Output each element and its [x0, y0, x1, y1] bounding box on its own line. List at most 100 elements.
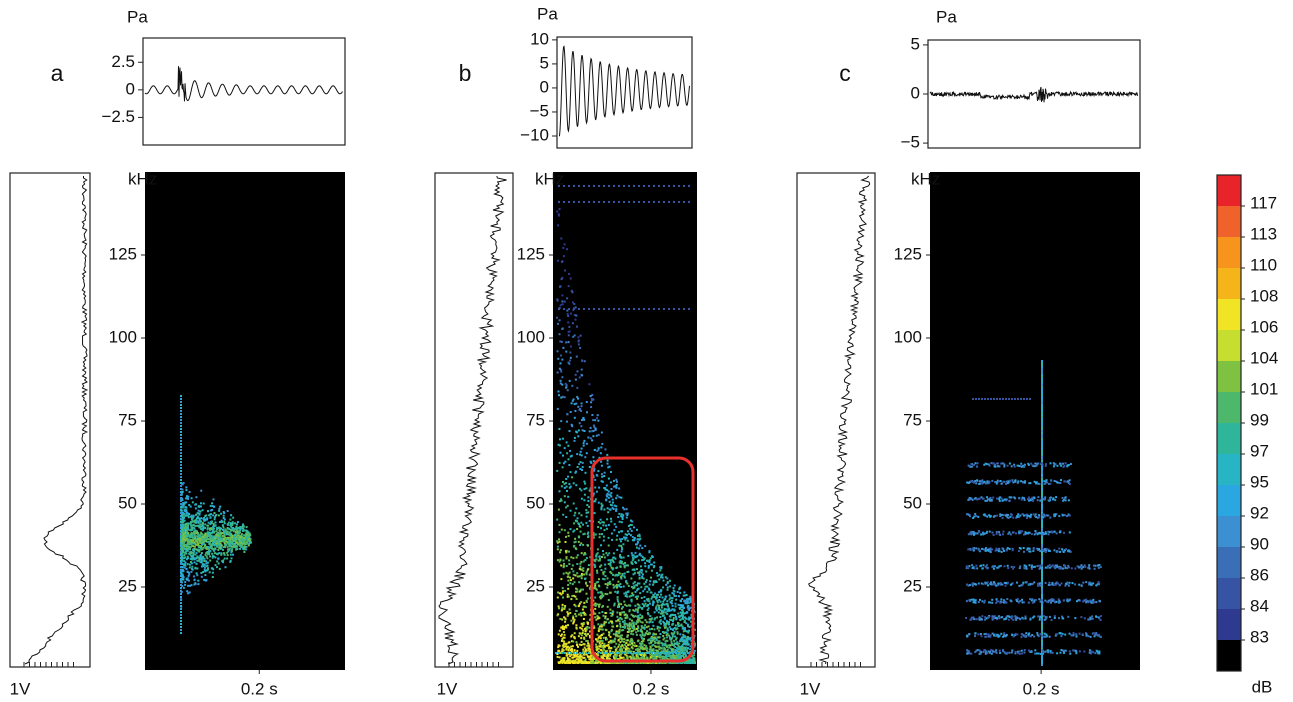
spectrogram-pixel — [180, 425, 182, 427]
spectrogram-pixel — [648, 201, 650, 203]
spectrogram-pixel — [561, 658, 563, 660]
spectrogram-pixel — [1041, 426, 1043, 428]
spectrogram-pixel — [561, 609, 563, 611]
spectrogram-pixel — [669, 580, 671, 582]
spectrogram-pixel — [590, 395, 592, 397]
spectrogram-pixel — [200, 538, 202, 540]
spectrogram-pixel — [652, 594, 654, 596]
spectrogram-pixel — [587, 655, 589, 657]
spectrogram-pixel — [630, 578, 632, 580]
spectrogram-pixel — [598, 640, 600, 642]
spectrogram-pixel — [569, 660, 571, 662]
spectrogram-pixel — [243, 537, 245, 539]
spectrogram-pixel — [200, 554, 202, 556]
spectrogram-pixel — [1041, 484, 1043, 486]
spectrogram-pixel — [222, 524, 224, 526]
spectrogram-pixel — [226, 558, 228, 560]
spectrogram-pixel — [559, 319, 561, 321]
spectrogram-pixel — [190, 552, 192, 554]
spectrogram-pixel — [623, 185, 625, 187]
spectrogram-pixel — [600, 655, 602, 657]
spectrogram-pixel — [655, 646, 657, 648]
spectrogram-pixel — [202, 557, 204, 559]
spectrogram-pixel — [608, 524, 610, 526]
spectrogram-pixel — [576, 652, 578, 654]
spectrogram-pixel — [180, 458, 182, 460]
spectrogram-pixel — [186, 568, 188, 570]
spectrogram-pixel — [573, 662, 575, 664]
spectrogram-pixel — [560, 304, 562, 306]
spectrogram-pixel — [213, 506, 215, 508]
spectrogram-pixel — [601, 626, 603, 628]
spectrogram-pixel — [569, 572, 571, 574]
spectrogram-pixel — [581, 374, 583, 376]
spectrogram-pixel — [221, 520, 223, 522]
spectrogram-pixel — [204, 570, 206, 572]
spectrogram-pixel — [637, 616, 639, 618]
spectrogram-pixel — [633, 185, 635, 187]
spectrogram-pixel — [668, 644, 670, 646]
spectrogram-pixel — [561, 485, 563, 487]
spectrogram-pixel — [639, 571, 641, 573]
spectrogram-pixel — [681, 637, 683, 639]
spectrogram-pixel — [666, 652, 668, 654]
spectrogram-pixel — [220, 542, 222, 544]
spectrogram-pixel — [243, 551, 245, 553]
spectrogram-pixel — [663, 609, 665, 611]
spectrogram-pixel — [588, 185, 590, 187]
spectrogram-pixel — [612, 584, 614, 586]
spectrogram-pixel — [678, 201, 680, 203]
spectrogram-pixel — [1041, 372, 1043, 374]
spectrogram-pixel — [618, 545, 620, 547]
spectrogram-pixel — [599, 536, 601, 538]
spectrogram-pixel — [629, 641, 631, 643]
spectrogram-pixel — [691, 659, 693, 661]
spectrogram-pixel — [211, 567, 213, 569]
spectrogram-pixel — [688, 308, 690, 310]
spectrogram-pixel — [590, 401, 592, 403]
spectrogram-pixel — [662, 601, 664, 603]
spectrogram-pixel — [614, 646, 616, 648]
spectrogram-pixel — [1041, 384, 1043, 386]
spectrogram-pixel — [656, 572, 658, 574]
spectrogram-pixel — [595, 604, 597, 606]
spectrogram-pixel — [249, 532, 251, 534]
spectrogram-pixel — [573, 522, 575, 524]
spectrogram-pixel — [693, 661, 695, 663]
spectrogram-pixel — [213, 532, 215, 534]
spectrogram-pixel — [562, 587, 564, 589]
spectrogram-pixel — [681, 645, 683, 647]
spectrogram-pixel — [639, 614, 641, 616]
spectrogram-pixel — [594, 449, 596, 451]
spectrogram-pixel — [620, 635, 622, 637]
spectrogram-pixel — [185, 497, 187, 499]
spectrogram-pixel — [189, 591, 191, 593]
spectrogram-pixel — [616, 487, 618, 489]
spectrogram-pixel — [589, 466, 591, 468]
spectrogram-pixel — [559, 333, 561, 335]
spectrogram-pixel — [620, 540, 622, 542]
spectrogram-pixel — [1041, 630, 1043, 632]
spectrogram-pixel — [571, 595, 573, 597]
spectrogram-pixel — [568, 563, 570, 565]
spectrogram-pixel — [570, 357, 572, 359]
spectrogram-pixel — [620, 586, 622, 588]
spectrogram-pixel — [680, 611, 682, 613]
spectrogram-pixel — [573, 621, 575, 623]
spectrogram-pixel — [609, 609, 611, 611]
spectrogram-pixel — [672, 644, 674, 646]
spectrogram-pixel — [223, 538, 225, 540]
spectrogram-pixel — [604, 617, 606, 619]
spectrogram-pixel — [606, 518, 608, 520]
spectrogram-pixel — [556, 519, 558, 521]
spectrogram-pixel — [645, 652, 647, 654]
spectrogram-pixel — [620, 566, 622, 568]
spectrogram-pixel — [575, 315, 577, 317]
spectrogram-pixel — [567, 580, 569, 582]
spectrogram-pixel — [567, 652, 569, 654]
spectrogram-pixel — [612, 574, 614, 576]
spectrogram-pixel — [207, 527, 209, 529]
spectrogram-pixel — [583, 643, 585, 645]
spectrogram-pixel — [576, 641, 578, 643]
spectrogram-pixel — [692, 657, 694, 659]
